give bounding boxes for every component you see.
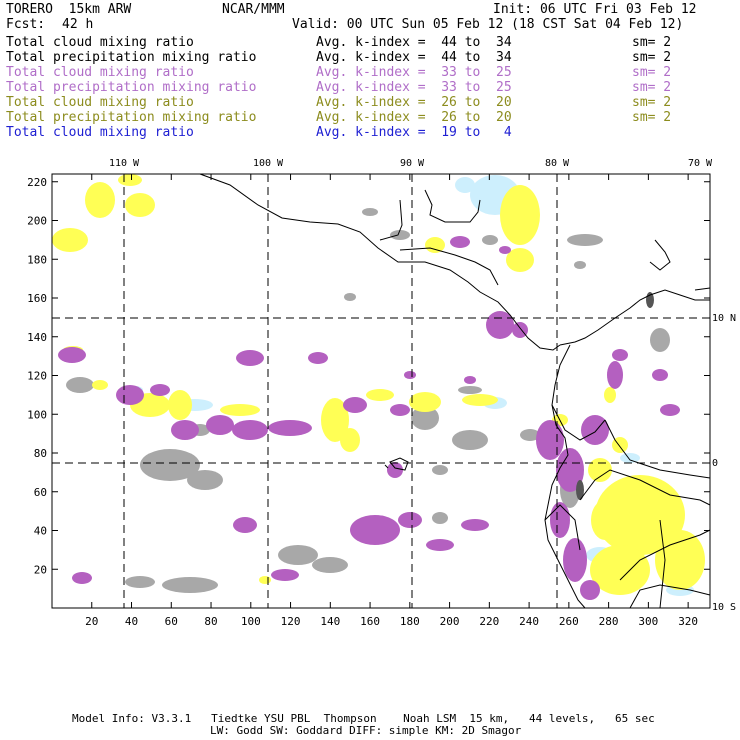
fcst-label: Fcst: [6,17,46,32]
init-time: Init: 06 UTC Fri 03 Feb 12 [493,2,697,17]
model-info: Model Info: V3.3.1 Tiedtke YSU PBL Thomp… [72,712,655,725]
lon-label: 100 W [253,158,284,169]
legend-field: Total precipitation mixing ratio [6,50,257,65]
lat-labels: 10 N 0 10 S [712,313,736,613]
y-tick-label: 200 [27,215,47,228]
legend-smoothing: sm= 2 [632,95,672,110]
y-tick-label: 40 [34,525,47,538]
x-tick-label: 220 [479,615,499,628]
y-tick-label: 80 [34,447,47,460]
x-tick-label: 200 [440,615,460,628]
y-tick-labels: 20 40 60 80 100 120 140 160 180 200 220 [27,176,47,577]
y-tick-label: 60 [34,486,47,499]
org-label: NCAR/MMM [222,2,285,17]
legend-range: Avg. k-index = 33 to 25 [316,80,512,95]
gray-cloud-areas [66,208,670,593]
legend-range: Avg. k-index = 33 to 25 [316,65,512,80]
x-tick-label: 300 [638,615,658,628]
legend-smoothing: sm= 2 [632,50,672,65]
x-tick-label: 60 [165,615,178,628]
physics-info: LW: Godd SW: Goddard DIFF: simple KM: 2D… [210,724,522,737]
legend-range: Avg. k-index = 44 to 34 [316,50,512,65]
lat-lon-grid [52,174,710,608]
y-tick-label: 20 [34,563,47,576]
lat-label: 10 N [712,313,736,324]
legend-smoothing: sm= 2 [632,65,672,80]
axis-ticks [52,174,710,608]
model-title: TORERO 15km ARW [6,2,132,17]
purple-cloud-areas [58,236,680,600]
lat-label: 0 [712,458,718,469]
x-tick-label: 320 [678,615,698,628]
y-tick-label: 140 [27,331,47,344]
y-tick-label: 160 [27,292,47,305]
legend-range: Avg. k-index = 26 to 20 [316,95,512,110]
legend-field: Total precipitation mixing ratio [6,80,257,95]
x-tick-label: 20 [85,615,98,628]
legend-field: Total precipitation mixing ratio [6,110,257,125]
y-tick-label: 220 [27,176,47,189]
x-tick-label: 80 [204,615,217,628]
y-tick-label: 120 [27,370,47,383]
x-tick-label: 40 [125,615,138,628]
x-tick-label: 100 [241,615,261,628]
x-tick-label: 120 [281,615,301,628]
legend-smoothing: sm= 2 [632,110,672,125]
lon-label: 110 W [109,158,140,169]
lon-label: 90 W [400,158,425,169]
legend-range: Avg. k-index = 44 to 34 [316,35,512,50]
legend-smoothing: sm= 2 [632,80,672,95]
y-tick-label: 100 [27,408,47,421]
x-tick-labels: 20 40 60 80 100 120 140 160 180 200 220 240 260 280 30… [85,615,698,628]
legend-field: Total cloud mixing ratio [6,95,194,110]
field-shading [52,174,705,600]
lon-label: 80 W [545,158,570,169]
x-tick-label: 260 [559,615,579,628]
legend-range: Avg. k-index = 26 to 20 [316,110,512,125]
legend-field: Total cloud mixing ratio [6,125,194,140]
legend-range: Avg. k-index = 19 to 4 [316,125,512,140]
legend-field: Total cloud mixing ratio [6,65,194,80]
x-tick-label: 240 [519,615,539,628]
x-tick-label: 140 [320,615,340,628]
x-tick-label: 180 [400,615,420,628]
coastlines [199,173,711,609]
lat-label: 10 S [712,602,736,613]
y-tick-label: 180 [27,253,47,266]
x-tick-label: 160 [360,615,380,628]
valid-time: Valid: 00 UTC Sun 05 Feb 12 (18 CST Sat … [292,17,684,32]
legend-field: Total cloud mixing ratio [6,35,194,50]
lon-label: 70 W [688,158,713,169]
fcst-value: 42 h [62,17,94,32]
lon-labels: 110 W 100 W 90 W 80 W 70 W [109,158,713,169]
yellow-cloud-areas [52,174,705,595]
plot-frame [51,173,711,609]
legend-smoothing: sm= 2 [632,35,672,50]
x-tick-label: 280 [599,615,619,628]
